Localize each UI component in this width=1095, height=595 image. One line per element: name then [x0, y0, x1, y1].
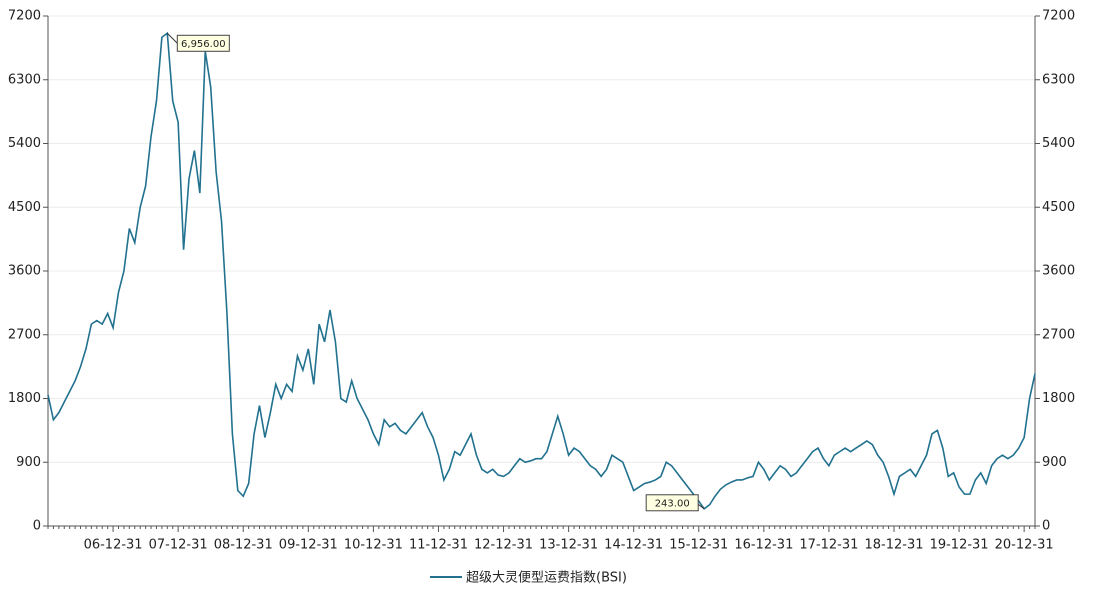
x-tick-label: 13-12-31: [539, 538, 598, 553]
x-tick-label: 07-12-31: [149, 538, 208, 553]
x-tick-label: 18-12-31: [864, 538, 923, 553]
y2-tick-label: 5400: [1042, 136, 1075, 151]
y2-tick-label: 3600: [1042, 264, 1075, 279]
legend-label: 超级大灵便型运费指数(BSI): [466, 571, 627, 586]
x-tick-label: 10-12-31: [344, 538, 403, 553]
x-tick-label: 06-12-31: [84, 538, 143, 553]
label-box: [645, 494, 699, 512]
y2-tick-label: 2700: [1042, 327, 1075, 342]
y2-tick-label: 900: [1042, 455, 1067, 470]
x-tick-label: 15-12-31: [669, 538, 728, 553]
label-box: [176, 34, 230, 52]
x-tick-label: 16-12-31: [734, 538, 793, 553]
x-tick-label: 11-12-31: [409, 538, 468, 553]
y-tick-label: 3600: [8, 264, 41, 279]
x-tick-label: 19-12-31: [930, 538, 989, 553]
y-tick-label: 6300: [8, 72, 41, 87]
y-tick-label: 0: [33, 519, 41, 534]
x-tick-label: 14-12-31: [604, 538, 663, 553]
y-tick-label: 5400: [8, 136, 41, 151]
y-tick-label: 900: [16, 455, 41, 470]
y2-tick-label: 1800: [1042, 391, 1075, 406]
x-tick-label: 20-12-31: [995, 538, 1054, 553]
x-tick-label: 12-12-31: [474, 538, 533, 553]
y-tick-label: 7200: [8, 9, 41, 24]
value-label: 243.00: [655, 498, 690, 509]
x-tick-label: 08-12-31: [214, 538, 273, 553]
y2-tick-label: 4500: [1042, 200, 1075, 215]
x-tick-label: 09-12-31: [279, 538, 338, 553]
value-label: 6,956.00: [181, 39, 226, 50]
data-line: [47, 31, 1036, 510]
label-pointer: [166, 32, 178, 44]
y2-tick-label: 6300: [1042, 72, 1075, 87]
y-tick-label: 4500: [8, 200, 41, 215]
y2-tick-label: 0: [1042, 519, 1050, 534]
y2-tick-label: 7200: [1042, 9, 1075, 24]
y-tick-label: 2700: [8, 327, 41, 342]
y-tick-label: 1800: [8, 391, 41, 406]
x-tick-label: 17-12-31: [799, 538, 858, 553]
